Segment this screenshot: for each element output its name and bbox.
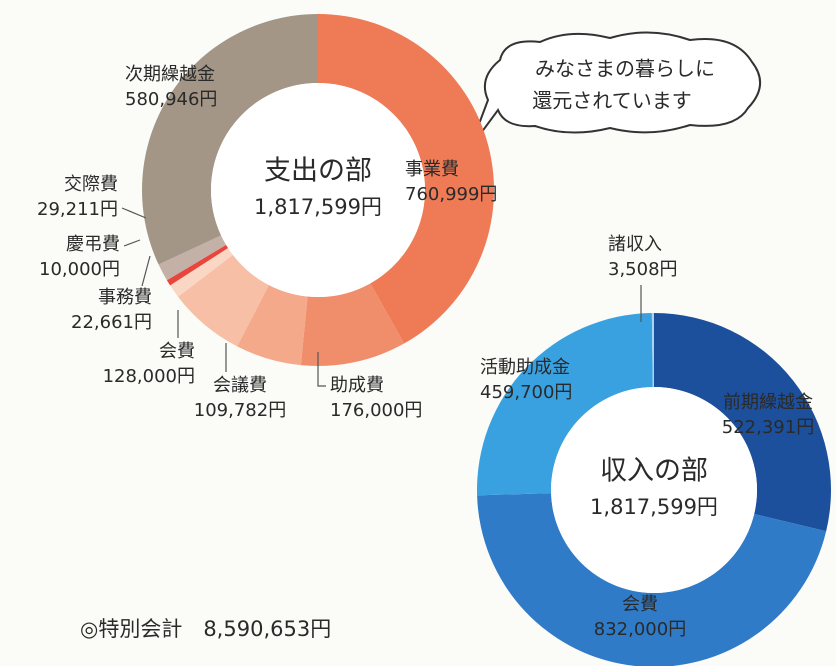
slice-value: 580,946円: [125, 89, 217, 110]
slice: [318, 14, 494, 344]
slice: [654, 312, 831, 532]
slice: [477, 313, 653, 496]
slice-label: 会費: [622, 594, 658, 615]
slice-value: 3,508円: [608, 259, 678, 280]
slice: [300, 283, 405, 366]
slice: [141, 14, 318, 265]
slice: [237, 285, 308, 366]
slice-value: 109,782円: [194, 400, 286, 421]
slice: [158, 235, 227, 281]
slice: [178, 254, 269, 347]
speech-bubble: [469, 31, 761, 149]
slice-label: 事業費: [405, 159, 459, 180]
leader-line: [121, 207, 147, 219]
slice-label: 慶弔費: [66, 234, 120, 255]
annotation: 還元されています: [532, 89, 691, 113]
center-title: 収入の部: [600, 456, 708, 487]
slice-value: 176,000円: [330, 400, 422, 421]
slice-value: 22,661円: [71, 312, 152, 333]
slice-value: 128,000円: [103, 366, 195, 387]
leader-line: [317, 352, 326, 387]
slice-label: 事務費: [98, 287, 152, 308]
slice-label: 会議費: [213, 375, 267, 396]
slice-label: 活動助成金: [480, 357, 570, 378]
slice-value: 10,000円: [39, 259, 120, 280]
slice: [170, 248, 233, 297]
slice-value: 459,700円: [480, 382, 572, 403]
center-total: 1,817,599円: [254, 195, 382, 219]
leader-line: [141, 255, 151, 287]
slice-label: 会費: [159, 341, 195, 362]
annotation: みなさまの暮らしに: [535, 57, 715, 81]
center-title: 支出の部: [264, 156, 372, 187]
slice-value: 760,999円: [405, 184, 497, 205]
slice-label: 諸収入: [608, 234, 662, 255]
slice-label: 前期繰越金: [723, 392, 813, 413]
donut-hole: [551, 387, 757, 593]
slice-label: 助成費: [330, 375, 384, 396]
leader-line: [123, 239, 141, 247]
slice-value: 29,211円: [37, 199, 118, 220]
donut-hole: [211, 83, 425, 297]
slice-value: 522,391円: [722, 417, 814, 438]
slice: [477, 493, 827, 666]
slice-label: 交際費: [64, 174, 118, 195]
slice-value: 832,000円: [594, 619, 686, 640]
slice: [166, 244, 229, 286]
slice-label: 次期繰越金: [125, 64, 215, 85]
footnote: ◎特別会計 8,590,653円: [80, 617, 331, 641]
slice: [651, 313, 654, 388]
center-total: 1,817,599円: [590, 495, 718, 519]
